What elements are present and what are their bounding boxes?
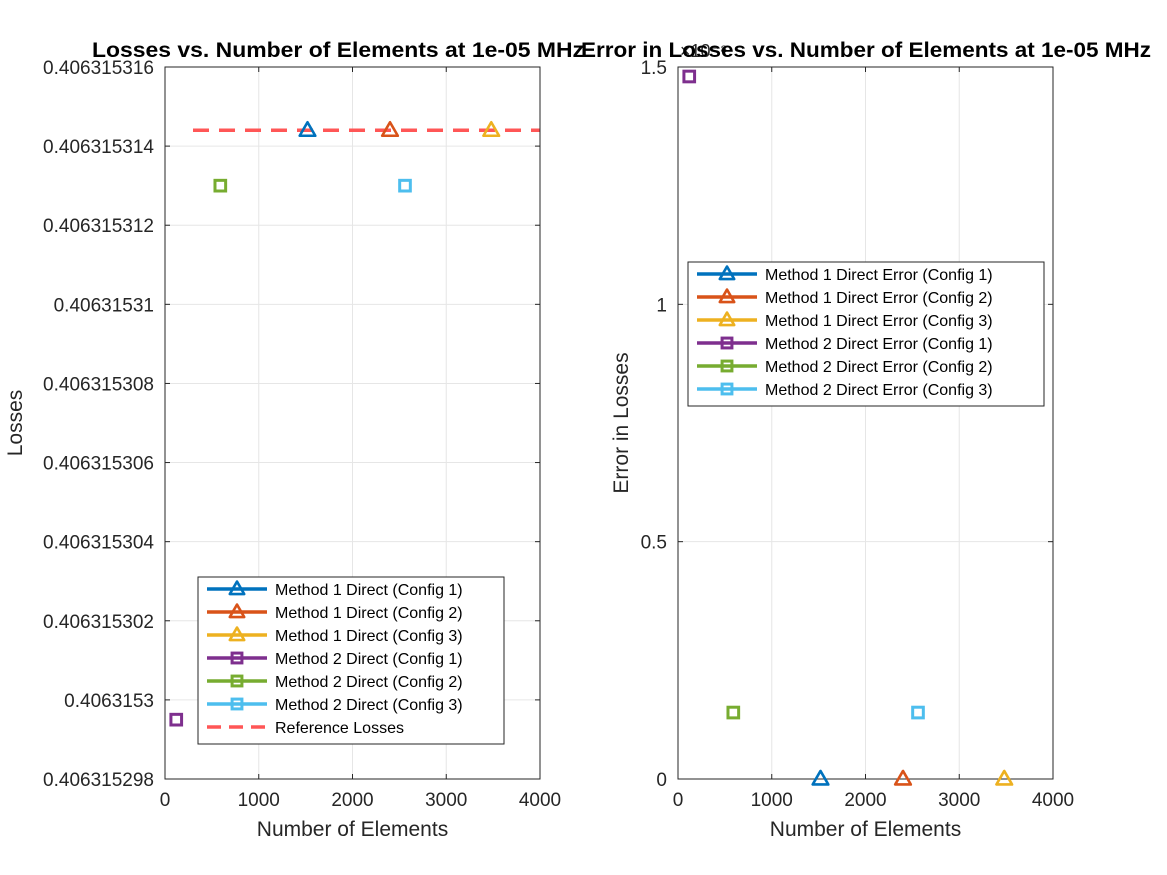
plot-1: 0 1000 2000 3000 4000 0.406315298 0.4063153 0.4… bbox=[4, 58, 561, 841]
data-point bbox=[811, 769, 830, 786]
x-axis-label: Number of Elements bbox=[770, 818, 961, 841]
x-tick-label: 3000 bbox=[938, 790, 980, 811]
data-point bbox=[682, 69, 697, 84]
y-tick-label: 1.5 bbox=[641, 58, 667, 79]
legend-swatch-marker bbox=[720, 336, 734, 350]
data-point bbox=[298, 120, 317, 138]
legend-item: Method 1 Direct (Config 2) bbox=[207, 603, 463, 622]
legend-item: Method 2 Direct Error (Config 3) bbox=[697, 382, 993, 399]
legend-swatch-marker bbox=[228, 603, 246, 619]
data-point bbox=[213, 178, 228, 193]
legend-item: Method 1 Direct Error (Config 3) bbox=[697, 311, 993, 330]
legend-item: Method 2 Direct Error (Config 2) bbox=[697, 359, 993, 376]
y-exponent-label: ×10⁻⁸ bbox=[680, 41, 728, 61]
legend-label: Method 1 Direct Error (Config 2) bbox=[765, 290, 993, 307]
data-point bbox=[169, 712, 184, 727]
x-tick-label: 0 bbox=[160, 790, 171, 811]
x-tick-label: 0 bbox=[673, 790, 684, 811]
legend-swatch-marker bbox=[230, 651, 244, 665]
legend: Method 1 Direct Error (Config 1) Method 1… bbox=[687, 261, 1045, 407]
data-point bbox=[893, 769, 913, 786]
legend-swatch-marker bbox=[720, 382, 734, 396]
y-tick-label: 0.4063153 bbox=[64, 691, 154, 712]
legend-label: Method 1 Direct Error (Config 3) bbox=[765, 313, 993, 330]
chart-title-1: Losses vs. Number of Elements at 1e-05 M… bbox=[92, 39, 584, 62]
data-point bbox=[380, 120, 400, 138]
y-tick-label: 0.40631531 bbox=[54, 295, 154, 316]
legend-label: Method 1 Direct (Config 2) bbox=[275, 605, 463, 622]
y-tick-label: 0.5 bbox=[641, 533, 667, 554]
legend-swatch-marker bbox=[718, 288, 736, 304]
legend-label: Method 2 Direct (Config 2) bbox=[275, 674, 463, 691]
legend-label: Method 2 Direct Error (Config 2) bbox=[765, 359, 993, 376]
legend-item: Reference Losses bbox=[207, 720, 404, 737]
legend-label: Method 1 Direct (Config 3) bbox=[275, 628, 463, 645]
legend-item: Method 1 Direct Error (Config 1) bbox=[697, 265, 993, 284]
data-point bbox=[398, 178, 412, 193]
data-point bbox=[911, 705, 925, 720]
y-tick-label: 0.406315308 bbox=[43, 374, 154, 395]
y-tick-label: 0.406315304 bbox=[43, 533, 154, 554]
legend-swatch-marker bbox=[718, 311, 736, 327]
legend-item: Method 2 Direct (Config 2) bbox=[207, 674, 463, 691]
legend-swatch-marker bbox=[230, 674, 244, 688]
legend-item: Method 2 Direct (Config 3) bbox=[207, 697, 463, 714]
legend-label: Method 2 Direct (Config 1) bbox=[275, 651, 463, 668]
legend-item: Method 1 Direct (Config 1) bbox=[207, 580, 463, 599]
x-tick-label: 4000 bbox=[1032, 790, 1074, 811]
x-tick-label: 1000 bbox=[238, 790, 280, 811]
x-tick-label: 2000 bbox=[331, 790, 373, 811]
y-axis-label: Losses bbox=[4, 390, 27, 457]
legend-swatch-marker bbox=[228, 580, 246, 596]
legend-item: Method 2 Direct (Config 1) bbox=[207, 651, 463, 668]
data-point bbox=[482, 120, 501, 138]
y-tick-label: 0.406315306 bbox=[43, 454, 154, 475]
y-tick-label: 0.406315312 bbox=[43, 216, 154, 237]
y-tick-label: 0.406315298 bbox=[43, 770, 154, 791]
x-tick-label: 3000 bbox=[425, 790, 467, 811]
y-tick-label: 0.406315316 bbox=[43, 58, 154, 79]
legend-box bbox=[687, 261, 1045, 407]
legend-item: Method 1 Direct (Config 3) bbox=[207, 626, 463, 645]
x-axis-label: Number of Elements bbox=[257, 818, 448, 841]
data-point bbox=[995, 769, 1014, 786]
legend-item: Method 2 Direct Error (Config 1) bbox=[697, 336, 993, 353]
legend-label: Method 2 Direct Error (Config 3) bbox=[765, 382, 993, 399]
legend-box bbox=[197, 576, 505, 745]
legend-swatch-marker bbox=[718, 265, 736, 281]
y-tick-label: 0.406315314 bbox=[43, 137, 154, 158]
legend-swatch-marker bbox=[230, 697, 244, 711]
y-tick-label: 1 bbox=[656, 295, 667, 316]
legend-swatch-marker bbox=[720, 359, 734, 373]
y-axis-label: Error in Losses bbox=[610, 352, 633, 493]
y-tick-label: 0 bbox=[656, 770, 667, 791]
legend-label: Method 2 Direct Error (Config 1) bbox=[765, 336, 993, 353]
legend-item: Method 1 Direct Error (Config 2) bbox=[697, 288, 993, 307]
y-tick-label: 0.406315302 bbox=[43, 612, 154, 633]
data-point bbox=[726, 705, 741, 720]
legend-label: Reference Losses bbox=[275, 720, 404, 737]
legend: Method 1 Direct (Config 1) Method 1 Direc… bbox=[197, 576, 505, 745]
x-tick-label: 1000 bbox=[751, 790, 793, 811]
legend-label: Method 1 Direct Error (Config 1) bbox=[765, 267, 993, 284]
chart-title-2: Error in Losses vs. Number of Elements a… bbox=[581, 39, 1151, 62]
x-tick-label: 4000 bbox=[519, 790, 561, 811]
x-tick-label: 2000 bbox=[844, 790, 886, 811]
legend-swatch-marker bbox=[228, 626, 246, 642]
plot-2: 0 1000 2000 3000 4000 0 0.5 1 1.5 ×10⁻⁸ Number of … bbox=[610, 41, 1074, 841]
legend-label: Method 1 Direct (Config 1) bbox=[275, 582, 463, 599]
legend-label: Method 2 Direct (Config 3) bbox=[275, 697, 463, 714]
